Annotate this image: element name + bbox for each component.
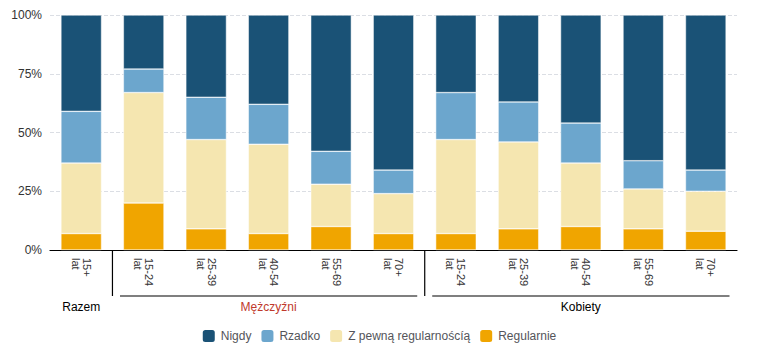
svg-text:70+: 70+	[393, 258, 405, 277]
svg-text:lat: lat	[694, 258, 706, 270]
svg-text:lat: lat	[195, 258, 207, 270]
svg-text:75%: 75%	[18, 67, 42, 81]
svg-text:lat: lat	[70, 258, 82, 270]
svg-text:25-39: 25-39	[205, 258, 218, 287]
svg-text:lat: lat	[320, 258, 332, 270]
svg-text:lat: lat	[507, 258, 519, 270]
svg-text:Z pewną regularnoścíą: Z pewną regularnoścíą	[348, 329, 470, 343]
svg-text:25-39: 25-39	[517, 258, 530, 287]
svg-text:lat: lat	[382, 258, 394, 270]
svg-text:lat: lat	[132, 258, 144, 270]
svg-text:40-54: 40-54	[580, 258, 593, 287]
svg-text:15-24: 15-24	[143, 258, 156, 287]
svg-text:0%: 0%	[25, 243, 43, 257]
svg-text:Razem: Razem	[62, 300, 100, 314]
svg-text:Regularnie: Regularnie	[498, 329, 556, 343]
svg-text:25%: 25%	[18, 184, 42, 198]
svg-text:70+: 70+	[705, 258, 718, 277]
svg-text:15-24: 15-24	[455, 258, 468, 287]
svg-text:lat: lat	[632, 258, 644, 270]
svg-text:lat: lat	[569, 258, 581, 270]
svg-text:lat: lat	[444, 258, 456, 270]
svg-text:15+: 15+	[80, 258, 93, 277]
svg-text:50%: 50%	[18, 126, 42, 140]
svg-text:55-69: 55-69	[642, 258, 655, 287]
svg-text:55-69: 55-69	[330, 258, 343, 287]
svg-text:Nigdy: Nigdy	[221, 329, 252, 343]
svg-text:Rzadko: Rzadko	[279, 329, 320, 343]
svg-text:Kobiety: Kobiety	[561, 300, 601, 314]
svg-text:lat: lat	[257, 258, 269, 270]
svg-text:100%: 100%	[11, 8, 42, 22]
svg-text:40-54: 40-54	[268, 258, 281, 287]
svg-text:Mężczyźni: Mężczyźni	[241, 300, 297, 314]
